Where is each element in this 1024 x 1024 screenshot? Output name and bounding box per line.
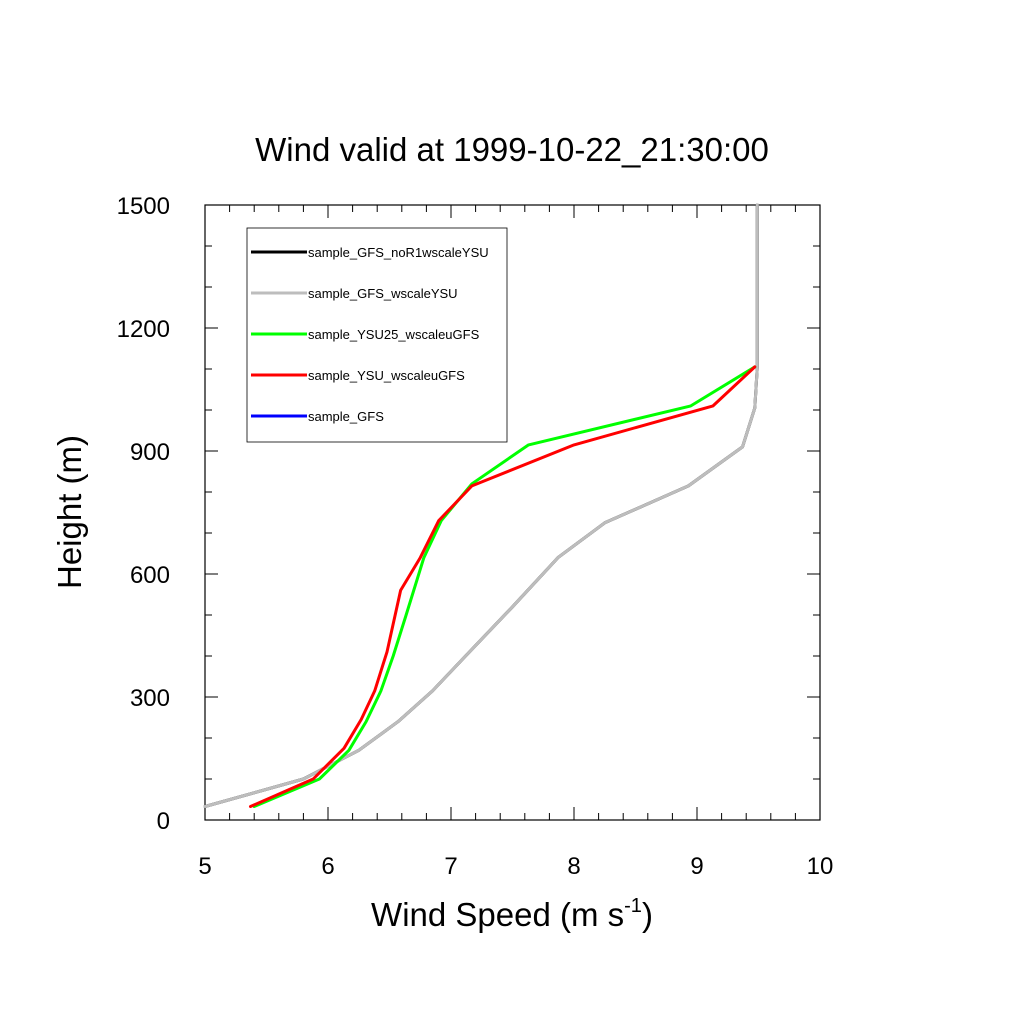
y-tick-label: 1500 [117, 193, 170, 220]
legend-label: sample_YSU_wscaleuGFS [308, 368, 465, 383]
x-tick-label: 7 [444, 853, 457, 880]
x-tick-label: 8 [567, 853, 580, 880]
tick-labels: 5 6 7 8 9 10 0 300 600 900 1200 1500 [117, 193, 834, 880]
x-tick-label: 9 [690, 853, 703, 880]
plot-frame [204, 204, 821, 821]
x-axis-title-main: Wind Speed (m s [371, 896, 624, 933]
x-tick-label: 10 [807, 853, 834, 880]
y-tick-label: 300 [130, 685, 170, 712]
legend-label: sample_YSU25_wscaleuGFS [308, 327, 480, 342]
legend-label: sample_GFS_noR1wscaleYSU [308, 245, 489, 260]
x-tick-label: 6 [321, 853, 334, 880]
x-axis-title-superscript: -1 [624, 895, 642, 917]
chart-title: Wind valid at 1999-10-22_21:30:00 [255, 131, 769, 168]
y-tick-label: 600 [130, 562, 170, 589]
y-tick-label: 0 [157, 808, 170, 835]
legend-label: sample_GFS_wscaleYSU [308, 286, 458, 301]
y-tick-label: 1200 [117, 316, 170, 343]
series-layer [203, 203, 759, 808]
series-line-1 [203, 203, 759, 808]
axis-ticks [204, 204, 821, 821]
x-tick-label: 5 [198, 853, 211, 880]
y-tick-label: 900 [130, 439, 170, 466]
legend: sample_GFS_noR1wscaleYSU sample_GFS_wscal… [246, 227, 508, 443]
series-line-2 [252, 365, 757, 808]
y-axis-title: Height (m) [51, 435, 88, 589]
legend-label: sample_GFS [308, 409, 384, 424]
x-axis-title: Wind Speed (m s-1) [371, 895, 653, 933]
series-line-3 [249, 365, 757, 808]
x-axis-title-end: ) [642, 896, 653, 933]
